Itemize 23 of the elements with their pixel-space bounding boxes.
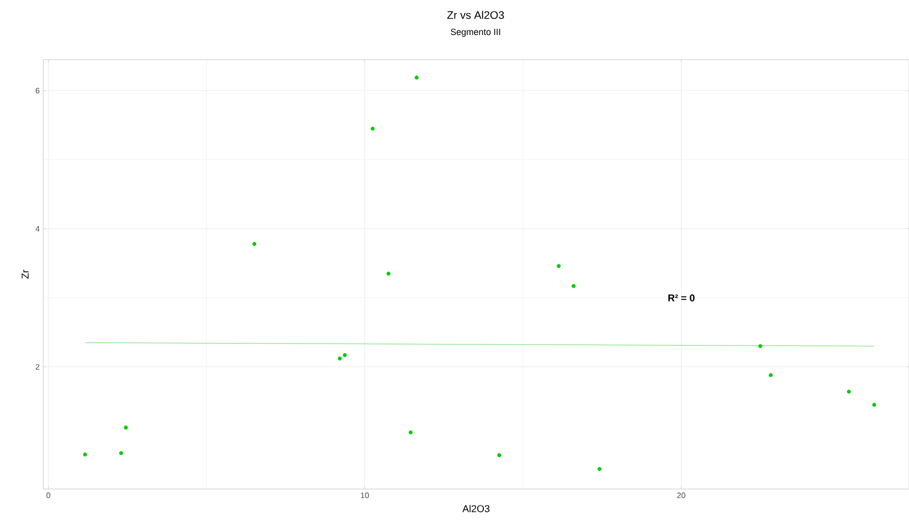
- point: [386, 272, 390, 276]
- x-axis-title: Al2O3: [462, 505, 490, 512]
- point: [252, 242, 256, 246]
- point: [872, 402, 876, 407]
- point: [598, 467, 602, 472]
- point: [758, 344, 762, 348]
- chart-title: Zr vs Al2O3: [447, 11, 504, 20]
- point: [338, 356, 342, 361]
- y-axis-title: Zr: [22, 270, 29, 279]
- point: [497, 453, 502, 458]
- point: [370, 126, 375, 131]
- point: [768, 373, 773, 378]
- point: [556, 264, 561, 268]
- point: [342, 353, 347, 358]
- point: [119, 451, 124, 456]
- point: [408, 430, 413, 435]
- annotation: R² = 0: [668, 294, 695, 302]
- chart-subtitle: Segmento III: [450, 28, 500, 37]
- point: [83, 452, 88, 457]
- point: [124, 426, 128, 430]
- point: [414, 76, 419, 80]
- point: [572, 284, 576, 288]
- point: [846, 390, 851, 394]
